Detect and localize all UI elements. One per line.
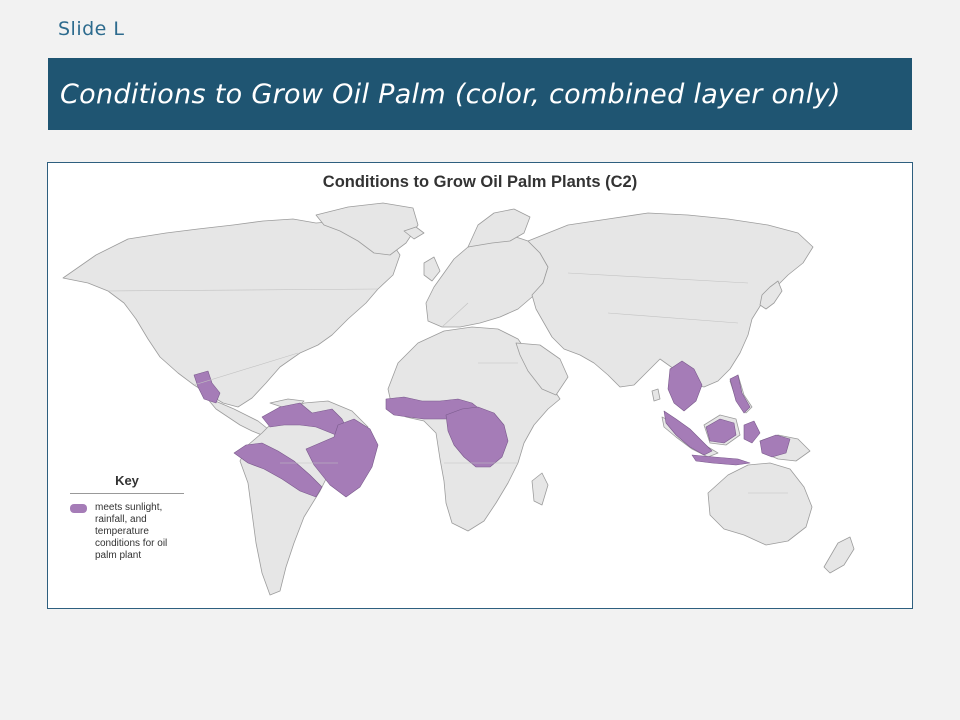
region-indochina (667, 360, 703, 412)
slide-label: Slide L (58, 18, 125, 40)
map-key: Key meets sunlight, rainfall, and temper… (70, 473, 184, 562)
region-borneo (705, 418, 737, 444)
land-new-zealand (823, 536, 855, 574)
land-british-isles (423, 256, 441, 282)
land-greenland (315, 202, 419, 256)
region-philippines (729, 374, 751, 414)
land-masses (62, 202, 855, 596)
slide-title: Conditions to Grow Oil Palm (color, comb… (60, 78, 841, 110)
map-figure: Conditions to Grow Oil Palm Plants (C2) … (47, 162, 913, 609)
border-line (607, 312, 739, 324)
region-sulawesi (743, 420, 761, 444)
key-item: meets sunlight, rainfall, and temperatur… (70, 502, 184, 562)
title-banner: Conditions to Grow Oil Palm (color, comb… (48, 58, 912, 130)
region-new-guinea (759, 434, 791, 458)
region-amazon-south (233, 442, 323, 498)
land-asia (527, 212, 814, 388)
key-title: Key (70, 473, 184, 494)
border-line (567, 272, 749, 284)
border-line (193, 352, 299, 386)
border-line (107, 288, 379, 292)
land-north-america (62, 218, 401, 408)
land-australia (707, 462, 813, 546)
region-java (691, 454, 751, 466)
border-line (441, 302, 469, 328)
land-scandinavia (467, 208, 531, 248)
land-arabia (515, 342, 569, 396)
region-brazil-east (305, 418, 379, 498)
land-japan (759, 280, 783, 310)
oil-palm-regions (193, 360, 791, 498)
world-map (62, 202, 855, 596)
land-europe (425, 234, 549, 328)
land-sri-lanka (651, 388, 661, 402)
key-swatch (70, 504, 87, 513)
land-iceland (403, 226, 425, 240)
key-item-label: meets sunlight, rainfall, and temperatur… (95, 502, 168, 561)
map-title: Conditions to Grow Oil Palm Plants (C2) (322, 173, 638, 191)
land-madagascar (531, 472, 549, 506)
region-central-america (193, 370, 221, 404)
country-borders (107, 272, 788, 494)
region-malaysia-sumatra (663, 410, 713, 456)
region-central-africa (445, 406, 509, 468)
